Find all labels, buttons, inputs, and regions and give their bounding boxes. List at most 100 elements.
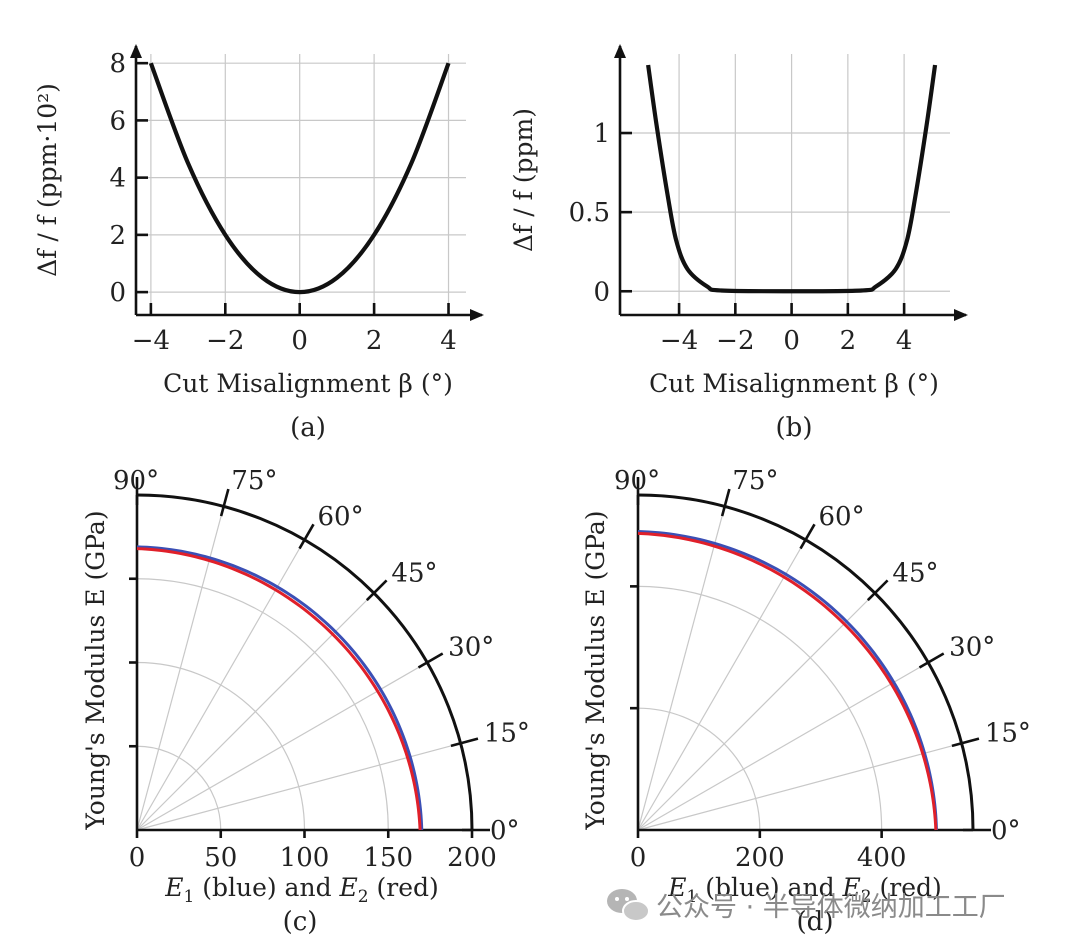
- angle-tick-3: [866, 579, 889, 602]
- y-tick-label-2: 4: [109, 164, 126, 194]
- panel-label: (a): [290, 413, 326, 443]
- x-tick-label-3: 150: [363, 843, 413, 873]
- angle-label-0: 0°: [991, 816, 1021, 846]
- x-axis-arrow: [954, 309, 968, 321]
- x-tick-label-2: 0: [291, 326, 308, 356]
- grid-spoke-1: [136, 742, 461, 831]
- wechat-icon: [607, 889, 650, 922]
- x-tick-label-1: −2: [716, 326, 754, 356]
- x-tick-label-2: 0: [783, 326, 800, 356]
- x-tick-label-1: 200: [735, 843, 785, 873]
- x-tick-label-4: 4: [440, 326, 457, 356]
- angle-tick-4: [298, 523, 315, 550]
- panel-label: (b): [776, 413, 813, 443]
- y-tick-label-1: 0.5: [569, 198, 610, 228]
- angle-label-5: 75°: [231, 466, 277, 496]
- x-axis-arrow: [470, 309, 484, 321]
- x-tick-label-3: 2: [840, 326, 857, 356]
- x-axis-label-part-1: 1: [686, 887, 697, 907]
- x-axis-label-part-2: (blue) and: [194, 873, 339, 902]
- x-tick-label-4: 200: [447, 843, 497, 873]
- angle-label-3: 45°: [391, 559, 437, 589]
- angle-tick-5: [720, 488, 731, 517]
- angle-label-3: 45°: [892, 559, 938, 589]
- y-axis-label: Young's Modulus E (GPa): [581, 510, 610, 830]
- y-axis-label: Δf / f (ppm·10²): [33, 83, 62, 277]
- series-E2-curve: [637, 531, 938, 831]
- angle-label-0: 0°: [490, 816, 520, 846]
- angle-tick-1: [450, 737, 479, 748]
- angle-tick-5: [219, 488, 230, 517]
- angle-label-4: 60°: [318, 502, 364, 532]
- x-tick-label-0: −4: [660, 326, 698, 356]
- grid-spoke-2: [136, 661, 428, 831]
- x-axis-label-part-5: (red): [872, 873, 942, 902]
- grid-spoke-5: [637, 506, 726, 831]
- x-tick-label-4: 4: [896, 326, 913, 356]
- series-E1-curve: [637, 530, 938, 831]
- angle-tick-4: [799, 523, 816, 550]
- panel-c: 0° 15° 30° 45° 60° 75° 90° 0 50 100 150 200 Young's …: [81, 466, 530, 937]
- watermark-text: 公众号 · 半导体微纳加工工厂: [656, 892, 1006, 923]
- y-tick-label-0: 0: [109, 278, 126, 308]
- x-tick-label-2: 400: [857, 843, 907, 873]
- angle-label-1: 15°: [484, 719, 530, 749]
- x-tick-label-0: 0: [129, 843, 146, 873]
- x-tick-label-2: 100: [280, 843, 330, 873]
- panel-b: −4 −2 0 2 4 0 0.5 1 Cut Misalignment β (°) Δf / f…: [509, 44, 968, 443]
- x-axis-label-part-4: 2: [861, 887, 872, 907]
- x-axis-label-part-4: 2: [358, 887, 369, 907]
- x-axis-label: Cut Misalignment β (°): [649, 369, 939, 398]
- angle-label-4: 60°: [819, 502, 865, 532]
- outer-arc: [136, 493, 474, 831]
- angle-label-6: 90°: [113, 466, 159, 496]
- series-E2-curve: [136, 547, 422, 831]
- y-axis-arrow: [130, 44, 142, 58]
- panel-label: (c): [283, 907, 318, 937]
- x-tick-label-0: 0: [630, 843, 647, 873]
- x-axis-label-part-3: E: [339, 873, 358, 902]
- x-axis-label-part-5: (red): [369, 873, 439, 902]
- grid-spoke-3: [136, 592, 375, 831]
- angle-label-6: 90°: [614, 466, 660, 496]
- angle-tick-3: [365, 579, 388, 602]
- grid-spoke-2: [637, 661, 929, 831]
- y-tick-label-1: 2: [109, 221, 126, 251]
- x-axis-label-part-0: E: [164, 873, 183, 902]
- y-tick-label-3: 6: [109, 106, 126, 136]
- x-axis-label-part-0: E: [667, 873, 686, 902]
- angle-label-1: 15°: [985, 719, 1031, 749]
- grid-spoke-4: [136, 539, 306, 831]
- grid-spoke-4: [637, 539, 807, 831]
- x-tick-label-1: 50: [204, 843, 237, 873]
- x-tick-label-3: 2: [366, 326, 383, 356]
- x-tick-label-0: −4: [132, 326, 170, 356]
- y-tick-label-4: 8: [109, 49, 126, 79]
- series-E1-curve: [136, 545, 424, 831]
- x-axis-label-part-1: 1: [183, 887, 194, 907]
- angle-label-2: 30°: [448, 633, 494, 663]
- panel-a: −4 −2 0 2 4 0 2 4 6 8 Cut Misalignment β (°) Δf / f…: [33, 44, 484, 443]
- panel-label: (d): [797, 907, 834, 937]
- series-line-0: [646, 64, 938, 294]
- x-tick-label-1: −2: [206, 326, 244, 356]
- y-tick-label-0: 0: [593, 277, 610, 307]
- angle-label-2: 30°: [949, 633, 995, 663]
- angle-label-5: 75°: [732, 466, 778, 496]
- x-axis-label-part-3: E: [842, 873, 861, 902]
- angle-tick-2: [417, 652, 444, 669]
- x-axis-label: Cut Misalignment β (°): [163, 369, 453, 398]
- x-axis-label: E1 (blue) and E2 (red): [667, 873, 942, 907]
- watermark: 公众号 · 半导体微纳加工工厂: [607, 889, 1006, 923]
- grid-spoke-1: [637, 742, 962, 831]
- x-axis-label: E1 (blue) and E2 (red): [164, 873, 439, 907]
- outer-arc: [637, 493, 975, 831]
- y-axis-arrow: [614, 44, 626, 58]
- grid-spoke-3: [637, 592, 876, 831]
- panel-d: 0° 15° 30° 45° 60° 75° 90° 0 200 400 Young's Modul…: [581, 466, 1031, 937]
- series-line-0: [148, 62, 451, 295]
- angle-tick-1: [951, 737, 980, 748]
- y-axis-label: Young's Modulus E (GPa): [81, 510, 110, 830]
